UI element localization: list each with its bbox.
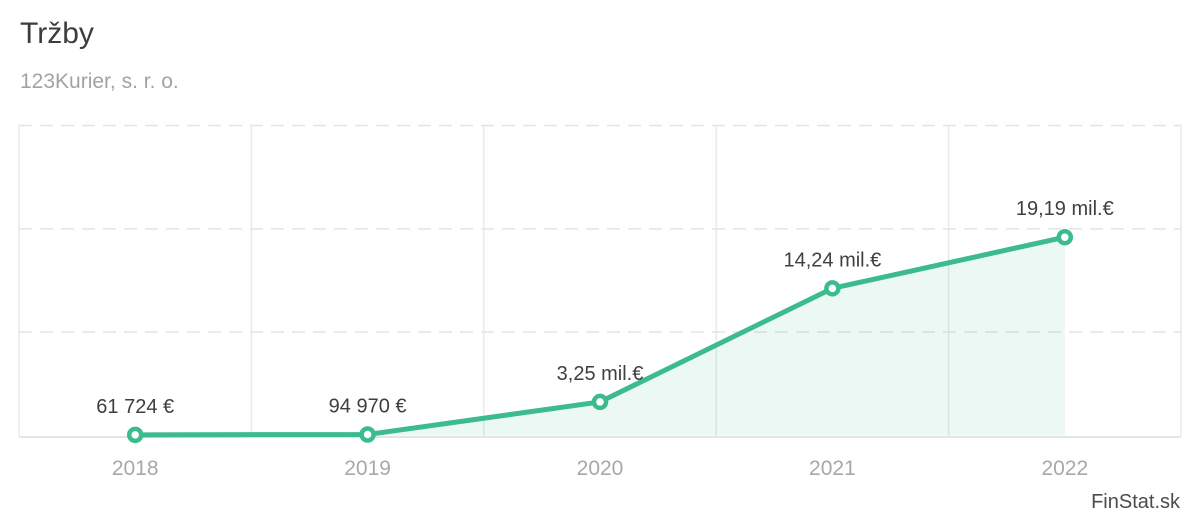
data-point-2020[interactable] [591, 393, 609, 411]
point-value-label: 94 970 € [329, 396, 407, 418]
point-value-label: 14,24 mil.€ [783, 249, 881, 271]
x-tick-label: 2021 [809, 457, 856, 480]
company-name: 123Kurier, s. r. o. [20, 69, 179, 93]
point-value-label: 3,25 mil.€ [557, 363, 644, 385]
data-point-2018[interactable] [126, 426, 144, 444]
x-tick-label: 2019 [344, 457, 391, 480]
data-point-2022[interactable] [1056, 228, 1074, 246]
series-area-fill [135, 237, 1065, 436]
x-tick-label: 2020 [577, 457, 624, 480]
data-point-2019[interactable] [359, 426, 376, 443]
chart-header: Tržby 123Kurier, s. r. o. [20, 17, 179, 94]
x-tick-label: 2022 [1041, 457, 1088, 480]
point-value-label: 19,19 mil.€ [1016, 198, 1114, 220]
page-title: Tržby [20, 17, 94, 50]
data-point-2021[interactable] [824, 280, 841, 297]
x-tick-label: 2018 [112, 457, 159, 480]
point-value-label: 61 724 € [96, 396, 174, 418]
finstat-watermark-link[interactable]: FinStat.sk [1091, 491, 1180, 513]
